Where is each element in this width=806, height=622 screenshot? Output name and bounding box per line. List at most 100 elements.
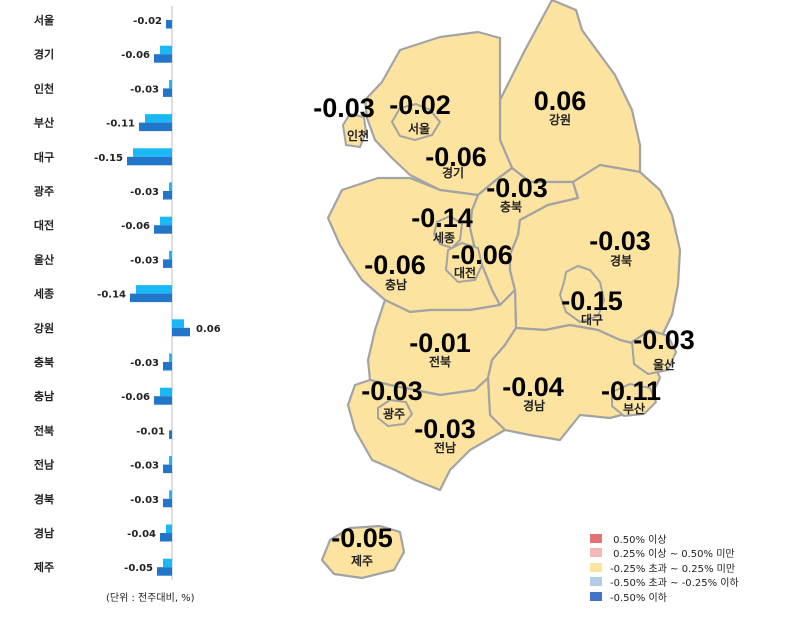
value-label: 0.06: [196, 324, 221, 335]
value-label: -0.14: [97, 290, 126, 301]
category-label: 광주: [34, 185, 54, 198]
region-value: -0.15: [561, 286, 623, 316]
value-label: -0.03: [130, 495, 159, 506]
bar-current: [130, 293, 172, 303]
bar-prev: [136, 285, 172, 294]
region-value: -0.14: [411, 203, 473, 233]
region-seoul: [390, 102, 442, 142]
legend-label: -0.50% 이하: [610, 592, 667, 604]
bar-current: [139, 122, 172, 132]
category-label: 경남: [34, 526, 54, 540]
region-value: -0.01: [409, 328, 471, 358]
legend-label: 0.25% 이상 ~ 0.50% 미만: [610, 549, 735, 561]
category-label: 서울: [34, 13, 54, 27]
category-label: 충남: [34, 389, 54, 403]
category-label: 충북: [34, 355, 54, 369]
bar-prev: [172, 319, 184, 328]
legend-swatch: [590, 562, 602, 572]
region-name: 경남: [523, 398, 545, 413]
region-name: 세종: [433, 230, 455, 245]
region-name: 광주: [383, 406, 405, 421]
region-value: 0.06: [534, 86, 587, 116]
region-name: 대구: [581, 313, 603, 327]
region-sejong: [432, 214, 464, 250]
region-name: 경기: [442, 165, 464, 180]
bar-current: [154, 396, 172, 405]
bar-prev: [169, 490, 172, 499]
legend-item: 0.25% 이상 ~ 0.50% 미만: [590, 546, 739, 561]
legend-label: 0.50% 이상: [610, 534, 667, 546]
region-name: 충북: [500, 199, 522, 214]
value-label: -0.11: [106, 119, 135, 130]
bar-prev: [169, 250, 172, 260]
category-label: 세종: [34, 287, 54, 301]
bar-prev: [160, 45, 172, 55]
region-name: 울산: [653, 357, 675, 372]
category-label: 대전: [34, 218, 54, 232]
region-value: -0.06: [364, 250, 426, 280]
legend-item: -0.50% 초과 ~ -0.25% 이하: [590, 575, 739, 589]
region-busan: [611, 382, 658, 418]
region-daegu: [558, 264, 606, 324]
region-value: -0.04: [502, 372, 564, 402]
bar-current: [154, 54, 172, 63]
value-label: -0.04: [127, 529, 156, 540]
value-label: -0.03: [130, 358, 159, 369]
category-label: 제주: [34, 560, 54, 574]
region-name: 부산: [623, 401, 645, 416]
bar-prev: [166, 524, 172, 533]
legend-item: 0.50% 이상: [590, 531, 739, 546]
category-label: 경기: [34, 47, 54, 61]
region-value: -0.11: [601, 376, 661, 406]
region-value: -0.03: [589, 226, 651, 256]
region-name: 강원: [549, 113, 571, 127]
bar-current: [154, 225, 172, 234]
bar-current: [163, 498, 172, 508]
region-value: -0.06: [425, 142, 487, 172]
region-value: -0.03: [486, 173, 548, 203]
bar-prev: [169, 182, 172, 191]
map-regions: [320, 0, 682, 580]
category-label: 대구: [34, 150, 54, 164]
bar-current: [163, 88, 172, 97]
region-ulsan: [630, 328, 678, 376]
legend-label: -0.25% 초과 ~ 0.25% 미만: [610, 563, 736, 575]
region-value: -0.06: [451, 240, 513, 270]
bar-prev: [160, 216, 172, 226]
legend-item: -0.25% 초과 ~ 0.25% 미만: [590, 560, 739, 575]
value-label: -0.03: [130, 461, 159, 472]
region-name: 대전: [454, 265, 476, 280]
legend: 0.50% 이상 0.25% 이상 ~ 0.50% 미만 -0.25% 초과 ~…: [590, 531, 739, 604]
region-value: -0.03: [414, 414, 476, 444]
unit-note: (단위 : 전주대비, %): [106, 593, 195, 604]
category-label: 전북: [34, 423, 54, 437]
legend-swatch: [590, 591, 602, 601]
legend-item: -0.50% 이하: [590, 589, 739, 604]
value-label: -0.03: [130, 187, 159, 198]
bar-current: [163, 259, 172, 268]
bar-current: [160, 533, 172, 542]
region-name: 경북: [610, 254, 632, 268]
bar-prev: [163, 558, 172, 568]
region-value: -0.05: [331, 523, 393, 553]
category-label: 강원: [34, 321, 54, 335]
bar-current: [127, 156, 172, 166]
legend-swatch: [590, 577, 602, 587]
bar-current: [163, 362, 172, 371]
category-label: 경북: [34, 492, 54, 506]
region-value: -0.02: [389, 90, 451, 120]
region-gwangju: [377, 398, 414, 428]
region-name: 전남: [434, 440, 456, 455]
bar-current: [166, 20, 172, 29]
region-name: 제주: [351, 554, 373, 568]
bar-prev: [145, 114, 172, 123]
legend-swatch: [590, 548, 602, 558]
value-label: -0.06: [121, 50, 150, 61]
category-label: 전남: [34, 458, 54, 472]
bar-current: [163, 191, 172, 200]
region-name: 전북: [429, 354, 451, 369]
bar-prev: [160, 387, 172, 397]
category-label: 인천: [34, 81, 54, 95]
